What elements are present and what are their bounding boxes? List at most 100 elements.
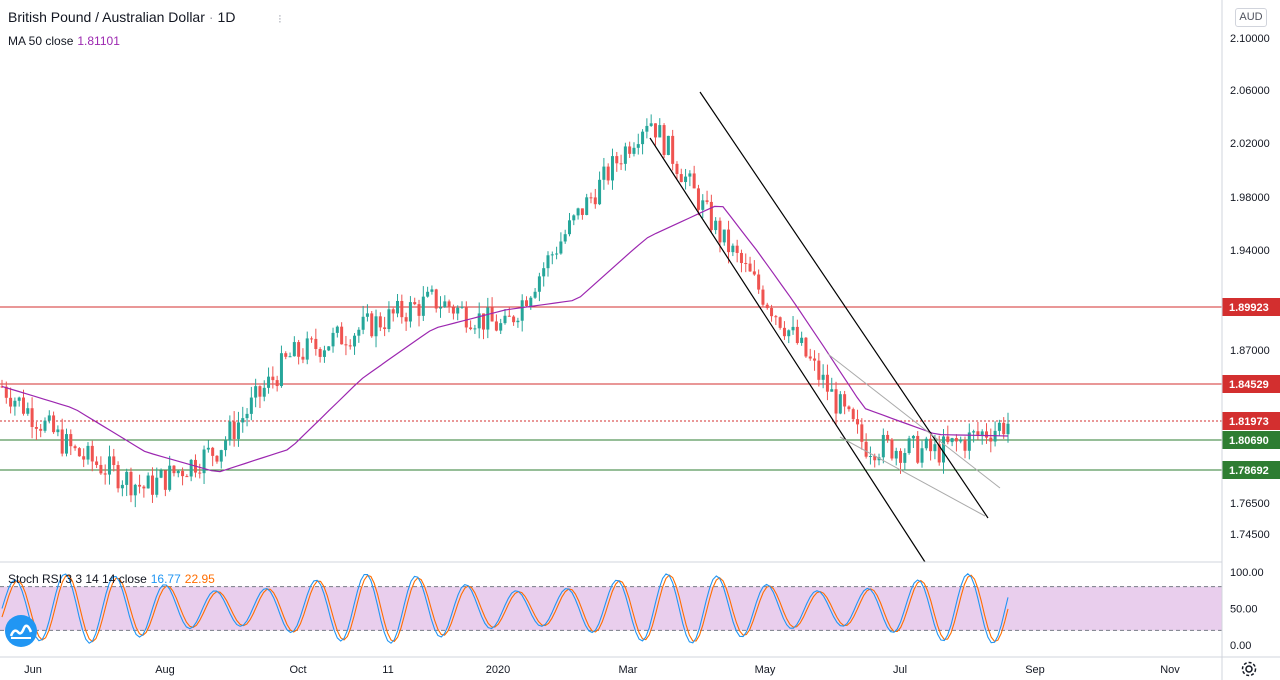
candle-body xyxy=(69,434,73,447)
candle-body xyxy=(567,220,571,235)
candle-body xyxy=(185,476,189,478)
candle-body xyxy=(615,156,619,164)
channel-line-upper xyxy=(699,91,989,519)
candle-body xyxy=(26,408,30,414)
candle-body xyxy=(976,431,980,435)
symbol-legend[interactable]: British Pound / Australian Dollar · 1D xyxy=(8,9,235,25)
candle-body xyxy=(868,456,872,458)
candle-body xyxy=(688,173,692,177)
candle-body xyxy=(168,465,172,490)
candle-body xyxy=(112,456,116,466)
candle-body xyxy=(714,220,718,231)
candle-body xyxy=(709,201,713,231)
candle-body xyxy=(529,297,533,307)
candle-body xyxy=(628,146,632,154)
candle-body xyxy=(387,309,391,330)
candle-body xyxy=(408,302,412,322)
candle-body xyxy=(305,338,309,360)
candle-body xyxy=(602,166,606,180)
stoch-k-line xyxy=(1,573,1009,644)
candle-body xyxy=(434,289,438,309)
candle-body xyxy=(348,345,352,347)
candle-body xyxy=(211,447,215,456)
candle-body xyxy=(787,330,791,337)
candle-body xyxy=(920,448,924,463)
candle-body xyxy=(275,380,279,387)
candle-body xyxy=(770,308,774,317)
candle-body xyxy=(310,338,314,340)
time-tick-label: Nov xyxy=(1160,664,1180,676)
more-options-icon[interactable]: ⁝ xyxy=(278,12,282,26)
stoch-d-value: 22.95 xyxy=(184,572,215,586)
candle-body xyxy=(666,135,670,155)
candle-body xyxy=(731,245,735,253)
candle-body xyxy=(176,470,180,474)
currency-badge[interactable]: AUD xyxy=(1235,8,1267,27)
candle-body xyxy=(507,315,511,317)
tradingview-logo-icon[interactable] xyxy=(5,615,37,647)
candle-body xyxy=(533,291,537,298)
level-price-label: 1.80690 xyxy=(1229,435,1269,447)
price-tick-label: 1.87000 xyxy=(1230,345,1270,357)
candle-body xyxy=(331,332,335,347)
candle-body xyxy=(417,304,421,316)
candle-body xyxy=(13,400,17,407)
candle-body xyxy=(834,389,838,414)
candle-body xyxy=(572,215,576,221)
candle-body xyxy=(486,307,490,330)
candle-body xyxy=(262,387,266,397)
candle-body xyxy=(34,427,38,429)
candle-body xyxy=(490,307,494,322)
candle-body xyxy=(245,413,249,419)
time-tick-label: Aug xyxy=(155,664,175,676)
wedge-line-upper xyxy=(827,353,1001,489)
candle-body xyxy=(159,470,163,478)
ma-legend[interactable]: MA 50 close 1.81101 xyxy=(8,34,120,48)
candle-body xyxy=(636,144,640,148)
candle-body xyxy=(589,197,593,199)
time-tick-label: Sep xyxy=(1025,664,1045,676)
stoch-rsi-plot[interactable] xyxy=(0,573,1222,644)
candle-body xyxy=(623,146,627,164)
candle-body xyxy=(916,435,920,463)
candle-body xyxy=(413,302,417,305)
candle-body xyxy=(288,356,292,358)
candle-body xyxy=(873,456,877,461)
time-tick-label: May xyxy=(755,664,776,676)
candle-body xyxy=(662,125,666,155)
candle-body xyxy=(464,306,468,328)
candle-body xyxy=(778,317,782,328)
candle-body xyxy=(727,229,731,253)
candle-body xyxy=(224,440,228,451)
price-tick-label: 1.94000 xyxy=(1230,245,1270,257)
candle-body xyxy=(830,389,834,392)
candle-body xyxy=(451,307,455,314)
candle-body xyxy=(1002,422,1006,435)
stoch-tick-label: 0.00 xyxy=(1230,640,1251,652)
candle-body xyxy=(400,300,404,318)
candle-body xyxy=(443,301,447,308)
candle-body xyxy=(21,397,25,414)
candle-body xyxy=(641,131,645,145)
wedge-line-lower xyxy=(839,436,986,517)
candle-body xyxy=(284,353,288,357)
level-price-tag xyxy=(1222,298,1280,316)
candle-body xyxy=(675,163,679,175)
main-price-plot[interactable]: 1.89923 1.84529 1.81973 1.80690 1.78692 xyxy=(0,91,1280,563)
candle-body xyxy=(430,289,434,292)
ma50-line xyxy=(1,205,1009,473)
candle-body xyxy=(653,123,657,138)
stoch-legend[interactable]: Stoch RSI 3 3 14 14 close 16.77 22.95 xyxy=(8,572,215,586)
candle-body xyxy=(937,444,941,463)
candle-body xyxy=(598,179,602,205)
candle-body xyxy=(473,328,477,330)
candle-body xyxy=(322,350,326,357)
candle-body xyxy=(206,447,210,450)
candle-body xyxy=(542,268,546,277)
candle-body xyxy=(116,465,120,489)
stoch-tick-label: 50.00 xyxy=(1230,604,1258,616)
gear-icon[interactable] xyxy=(1240,660,1258,678)
time-tick-label: Oct xyxy=(289,664,306,676)
